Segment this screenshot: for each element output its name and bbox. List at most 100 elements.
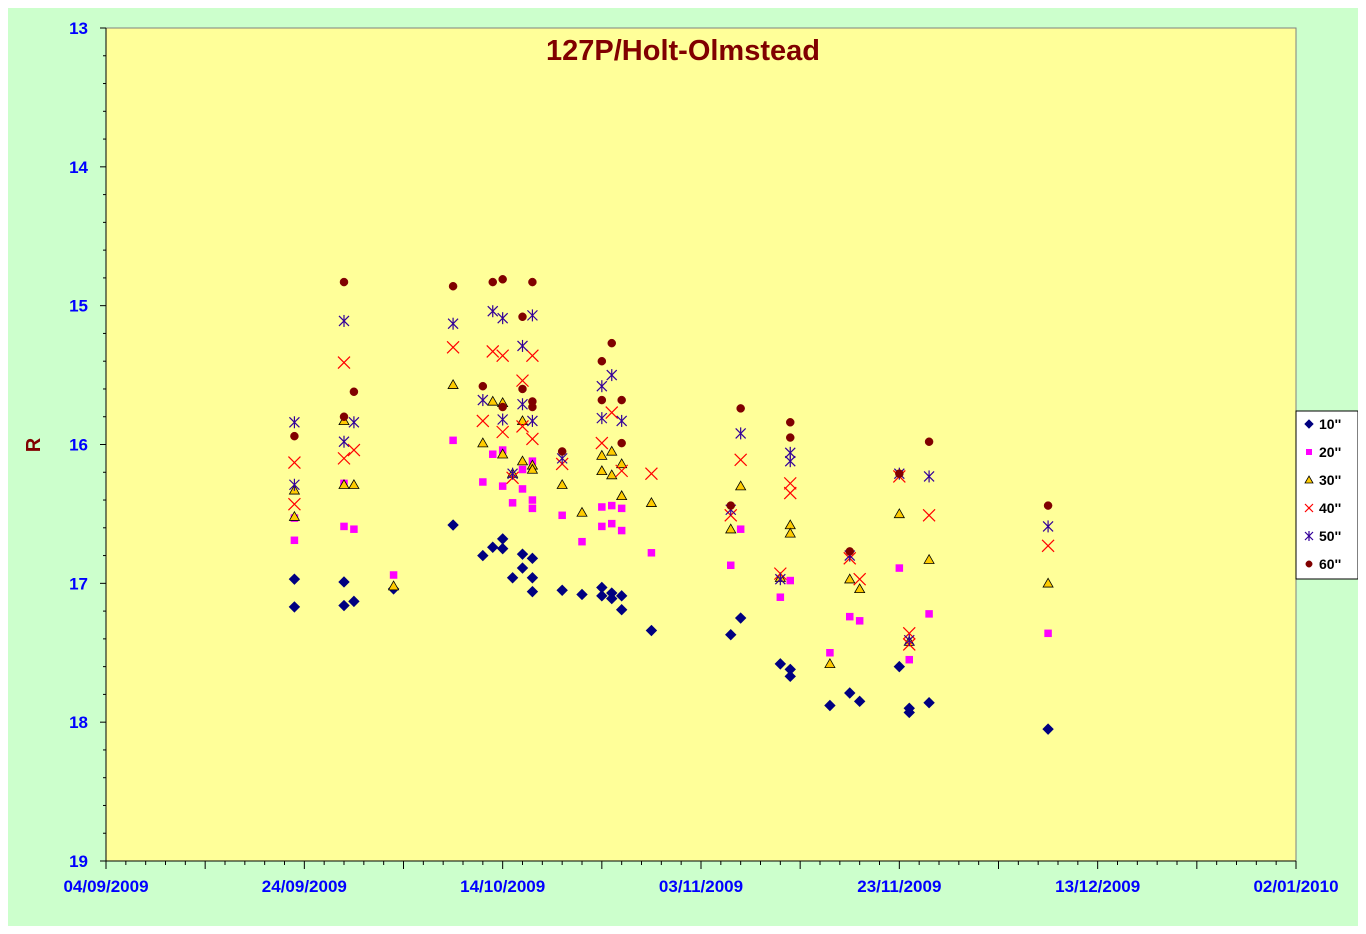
data-point bbox=[497, 413, 509, 426]
data-point bbox=[288, 510, 301, 521]
data-point bbox=[558, 511, 566, 520]
data-point bbox=[774, 573, 786, 586]
data-point bbox=[846, 612, 854, 621]
legend-marker bbox=[1304, 531, 1314, 541]
data-point bbox=[337, 356, 351, 370]
data-point bbox=[447, 317, 459, 330]
data-point bbox=[734, 453, 748, 467]
y-tick-label: 15 bbox=[69, 297, 88, 316]
data-point bbox=[350, 525, 358, 533]
data-point bbox=[647, 549, 656, 557]
legend-box bbox=[1295, 410, 1358, 580]
data-point bbox=[895, 564, 904, 572]
data-point bbox=[903, 634, 915, 647]
data-point bbox=[903, 706, 915, 719]
data-point bbox=[487, 541, 499, 553]
data-point bbox=[727, 561, 735, 570]
data-point bbox=[1042, 723, 1054, 735]
x-tick-label: 23/11/2009 bbox=[857, 877, 941, 896]
data-point bbox=[855, 617, 864, 625]
data-point bbox=[508, 499, 517, 507]
data-point bbox=[496, 425, 510, 439]
data-point bbox=[556, 478, 568, 489]
data-point bbox=[528, 496, 537, 504]
data-point bbox=[597, 356, 607, 366]
data-point bbox=[477, 394, 489, 407]
data-point bbox=[487, 305, 499, 318]
data-point bbox=[606, 469, 618, 480]
data-point bbox=[617, 504, 626, 513]
data-point bbox=[784, 455, 796, 468]
data-point bbox=[517, 398, 528, 411]
data-point bbox=[478, 381, 488, 391]
data-point bbox=[734, 612, 747, 624]
data-point bbox=[489, 450, 497, 458]
data-point bbox=[608, 501, 616, 510]
data-point bbox=[446, 340, 460, 354]
data-point bbox=[607, 338, 616, 348]
data-point bbox=[287, 497, 301, 511]
data-point bbox=[895, 469, 904, 478]
data-point bbox=[348, 478, 360, 489]
data-point bbox=[853, 583, 866, 594]
data-point bbox=[615, 590, 628, 602]
data-point bbox=[517, 339, 528, 352]
y-tick-label: 18 bbox=[69, 713, 88, 732]
data-point bbox=[925, 610, 933, 618]
data-point bbox=[290, 431, 299, 441]
data-point bbox=[784, 670, 796, 683]
data-point bbox=[387, 580, 400, 591]
data-point bbox=[526, 585, 539, 598]
data-point bbox=[516, 562, 529, 574]
data-point bbox=[496, 542, 509, 555]
data-point bbox=[726, 501, 735, 510]
data-point bbox=[338, 478, 350, 489]
data-point bbox=[337, 451, 351, 465]
data-point bbox=[348, 416, 360, 429]
data-point bbox=[1041, 539, 1055, 553]
data-point bbox=[338, 599, 350, 612]
data-point bbox=[922, 508, 936, 522]
data-point bbox=[736, 525, 745, 533]
data-point bbox=[615, 604, 628, 616]
data-point bbox=[488, 277, 497, 287]
data-point bbox=[578, 537, 586, 546]
x-tick-label: 14/10/2009 bbox=[460, 877, 545, 896]
data-point bbox=[556, 584, 568, 596]
data-point bbox=[606, 369, 618, 382]
data-point bbox=[617, 395, 626, 405]
data-point bbox=[526, 572, 539, 584]
data-point bbox=[448, 281, 458, 291]
data-point bbox=[725, 628, 737, 641]
data-point bbox=[447, 519, 459, 531]
data-point bbox=[339, 412, 349, 421]
data-point bbox=[447, 378, 459, 389]
data-point bbox=[645, 497, 658, 507]
y-tick-label: 16 bbox=[69, 436, 88, 455]
legend-label: 20'' bbox=[1319, 444, 1341, 460]
data-point bbox=[288, 478, 300, 491]
data-point bbox=[526, 309, 538, 322]
data-point bbox=[645, 624, 658, 637]
legend-marker bbox=[1304, 503, 1314, 513]
data-point bbox=[853, 572, 867, 586]
data-point bbox=[498, 402, 507, 412]
data-point bbox=[596, 380, 608, 393]
data-point bbox=[608, 519, 616, 528]
data-point bbox=[338, 576, 350, 588]
data-point bbox=[845, 547, 854, 556]
data-point bbox=[339, 277, 349, 287]
data-point bbox=[734, 480, 747, 491]
data-point bbox=[518, 384, 527, 394]
y-tick-label: 17 bbox=[69, 574, 88, 593]
chart-title: 127P/Holt-Olmstead bbox=[546, 35, 820, 67]
data-point bbox=[893, 660, 906, 673]
data-point bbox=[496, 349, 510, 363]
data-point bbox=[786, 433, 795, 442]
data-point bbox=[477, 437, 489, 448]
data-point bbox=[596, 412, 608, 425]
data-point bbox=[525, 349, 539, 363]
data-point bbox=[498, 482, 507, 490]
data-point bbox=[526, 463, 539, 474]
x-tick-label: 02/01/2010 bbox=[1253, 877, 1338, 896]
